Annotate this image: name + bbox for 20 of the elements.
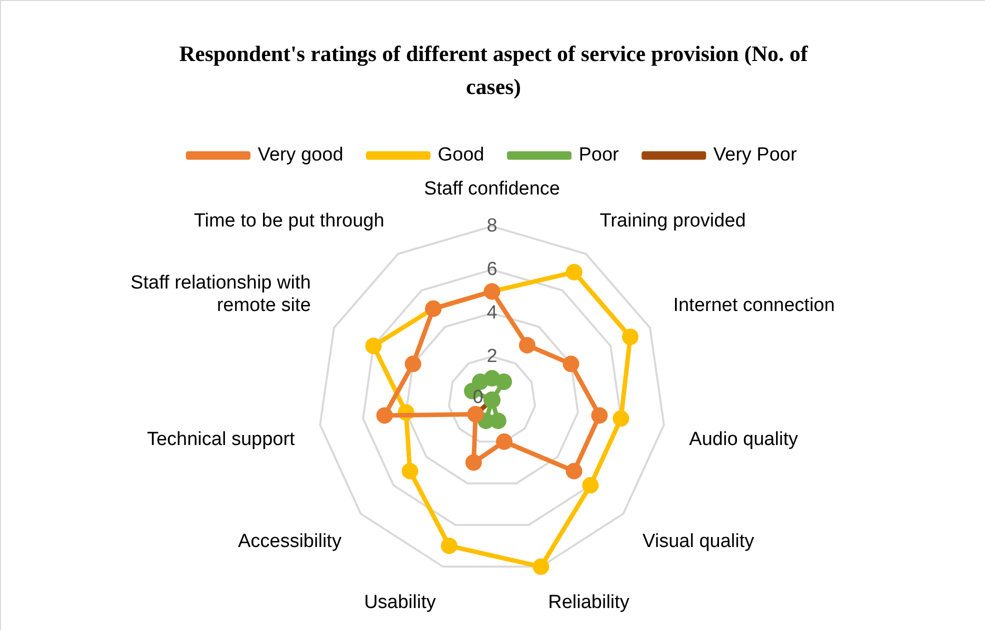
legend-label: Good — [438, 144, 484, 166]
chart-title: Respondent's ratings of different aspect of service provision (No. of cases) — [178, 40, 809, 101]
spoke-label: Usability — [364, 592, 436, 613]
y-tick-label: 2 — [486, 346, 498, 367]
legend-label: Poor — [578, 144, 620, 166]
spoke-label: Accessibility — [238, 531, 342, 552]
spoke-label: Internet connection — [673, 295, 835, 316]
spoke-label: Training provided — [600, 210, 746, 232]
spoke-label: Reliability — [548, 592, 630, 613]
legend-label: Very good — [258, 144, 344, 166]
spoke-label: Technical support — [146, 428, 296, 450]
spoke-label: Staff relationship with remote site — [130, 272, 311, 316]
y-tick-label: 6 — [486, 258, 498, 280]
spoke-label: Audio quality — [689, 428, 798, 450]
spoke-label: Staff confidence — [424, 178, 560, 200]
legend-label: Very Poor — [713, 144, 798, 166]
y-tick-label: 4 — [486, 302, 498, 324]
spoke-label: Time to be put through — [194, 210, 384, 232]
spoke-label: Visual quality — [642, 531, 755, 552]
y-tick-label: 8 — [486, 216, 498, 237]
